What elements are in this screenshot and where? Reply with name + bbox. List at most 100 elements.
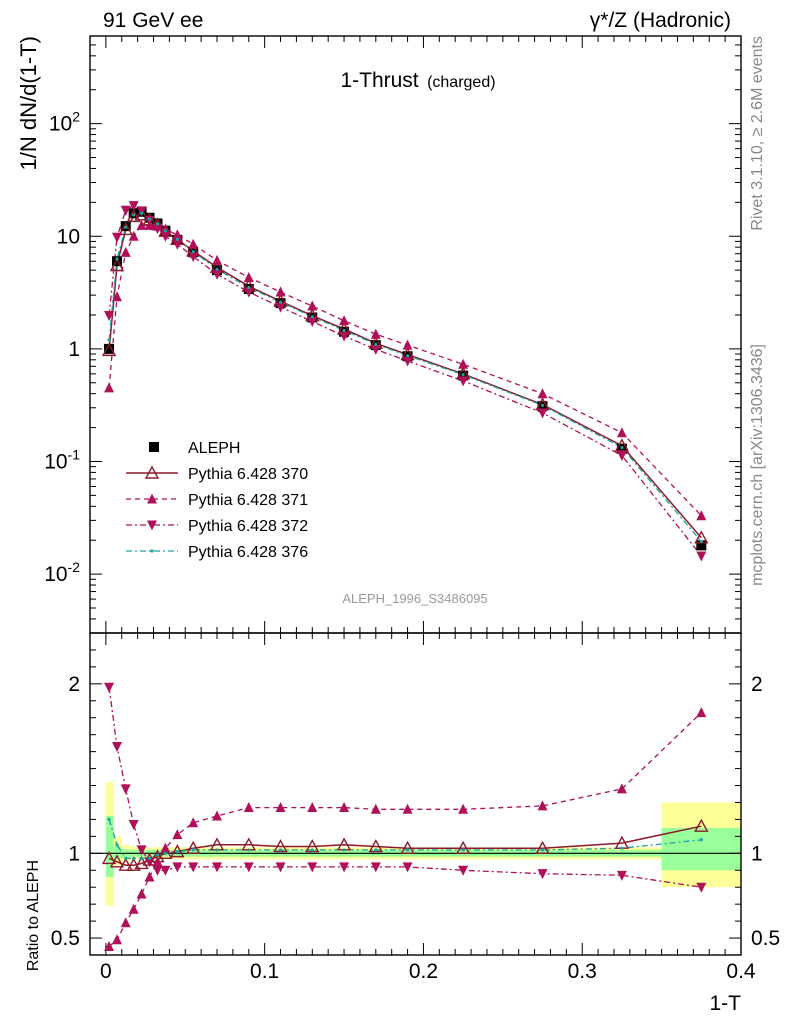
mc-point [458,376,469,387]
mc-point [163,229,168,233]
ratio-point [158,845,173,860]
legend-marker [147,493,157,504]
mc-point [275,286,286,297]
ratio-point [273,839,288,853]
mc-point [402,356,413,367]
mc-point [160,231,171,242]
legend: ALEPH Pythia 6.428 370 Pythia 6.428 371 Pyt… [126,440,308,561]
ratio-y-tick-label-right: 2 [751,673,763,696]
ratio-point [243,862,254,873]
mc-point [140,211,144,215]
legend-marker [150,549,154,553]
ratio-point [170,844,185,858]
data-point [111,256,122,267]
ratio-y-tick-label: 0.5 [51,927,80,950]
legend-marker [149,442,159,452]
mc-point [104,310,115,321]
mc-point [620,445,624,450]
mc-point [134,207,149,221]
tick-exponent: 2 [72,109,80,125]
ratio-point [136,888,147,899]
ratio-point [111,742,122,753]
ratio-point [275,802,286,813]
mc-point [107,338,111,342]
ratio-point [215,848,219,852]
ratio-point [537,800,548,811]
main-series-line [108,214,702,539]
mc-point [370,328,381,339]
header-right: γ*/Z (Hadronic) [590,9,731,32]
ratio-point [535,840,550,854]
ratio-point [172,829,183,840]
mc-point [109,258,125,272]
ratio-point [368,839,383,853]
ratio-point [101,850,117,865]
mc-point [160,223,171,234]
mc-point [115,257,119,261]
tick-exponent: -1 [68,446,81,462]
legend-label: Pythia 6.428 371 [188,492,308,509]
header-left: 91 GeV ee [103,9,203,32]
ratio-point [152,856,163,867]
ratio-point [243,802,254,813]
mc-point [616,427,627,438]
ratio-point [163,851,168,855]
mc-point [243,272,254,283]
legend-marker [147,520,157,531]
mc-point [132,213,136,217]
mc-point [136,206,147,217]
ratio-point [160,865,171,876]
mc-point [458,358,469,369]
mc-point [188,252,199,263]
ratio-y-tick-label: 1 [68,842,80,865]
mc-point [215,267,219,271]
tick-exponent: -2 [68,559,81,575]
mc-point [540,403,545,407]
plot-title-sub: (charged) [427,74,495,91]
legend-label: ALEPH [188,440,240,457]
ratio-point [160,842,171,853]
ratio-point [342,848,346,852]
ratio-point [461,848,465,852]
ratio-point [191,848,195,852]
ratio-point [152,865,163,876]
tick-base: 10 [44,450,67,473]
mc-point [152,224,163,235]
ratio-point [696,882,707,893]
ratio-point [616,783,627,794]
ratio-point [144,871,155,882]
mc-point [699,539,703,544]
ratio-point [155,853,160,857]
mc-point [144,216,155,227]
ratio-point [109,854,125,868]
ratio-point [128,820,139,831]
ratio-point [455,840,471,854]
ratio-point [188,862,199,873]
ratio-point [305,839,320,853]
ratio-x-tick-label: 0.2 [409,960,438,983]
ratio-point [212,810,223,821]
mc-point [104,382,115,393]
main-y-tick-label: 10 [57,225,80,248]
mc-point [342,328,346,332]
ratio-point [115,843,119,847]
ratio-point [144,857,155,868]
mc-point [307,317,318,328]
ratio-point [402,862,413,873]
mc-point [120,246,131,257]
mc-point [339,331,350,342]
legend-marker [144,465,160,479]
mc-point [275,302,286,313]
analysis-id: ALEPH_1996_S3486095 [342,591,487,606]
ratio-panel: 0.5 0.5 1 1 2 2 0 0.1 0.2 0.3 0.4 [51,632,780,983]
ratio-point [307,802,318,813]
ratio-y-tick-label: 2 [68,673,80,696]
mc-point [537,388,548,399]
mc-point [370,344,381,355]
mc-point [175,237,179,241]
ratio-x-tick-label: 0.1 [250,960,279,983]
ratio-point [275,862,286,873]
ratio-point [339,802,350,813]
mc-point [172,239,183,250]
ratio-point [458,865,469,876]
